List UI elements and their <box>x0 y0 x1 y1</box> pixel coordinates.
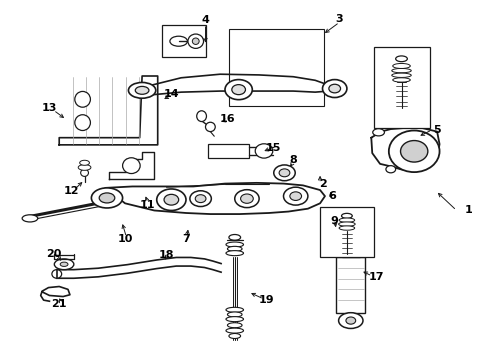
Polygon shape <box>59 76 158 145</box>
Bar <box>161 26 206 57</box>
Ellipse shape <box>400 140 427 162</box>
Bar <box>335 257 365 313</box>
Ellipse shape <box>322 80 346 98</box>
Polygon shape <box>370 127 439 171</box>
Ellipse shape <box>187 34 203 48</box>
Ellipse shape <box>231 85 245 95</box>
Text: 20: 20 <box>45 248 61 258</box>
Ellipse shape <box>54 259 74 270</box>
Text: 14: 14 <box>163 89 179 99</box>
Ellipse shape <box>345 317 355 324</box>
Text: 2: 2 <box>318 179 325 189</box>
Ellipse shape <box>169 36 187 46</box>
Ellipse shape <box>128 82 156 98</box>
Ellipse shape <box>205 122 215 132</box>
Ellipse shape <box>91 188 122 208</box>
Ellipse shape <box>228 333 240 338</box>
Ellipse shape <box>225 242 243 247</box>
Text: 18: 18 <box>159 250 174 260</box>
Text: 17: 17 <box>367 272 383 282</box>
Ellipse shape <box>338 313 362 328</box>
Ellipse shape <box>392 63 409 68</box>
Text: 21: 21 <box>51 299 67 309</box>
Polygon shape <box>105 183 325 214</box>
Ellipse shape <box>81 169 88 176</box>
Bar <box>373 47 429 128</box>
Ellipse shape <box>75 91 90 107</box>
Ellipse shape <box>388 131 439 172</box>
Ellipse shape <box>163 194 178 205</box>
Bar <box>320 207 373 257</box>
Text: 8: 8 <box>289 155 297 165</box>
Ellipse shape <box>52 270 61 278</box>
Ellipse shape <box>135 86 149 94</box>
Ellipse shape <box>385 166 395 173</box>
Text: 9: 9 <box>330 216 338 226</box>
Text: 13: 13 <box>41 103 57 113</box>
Ellipse shape <box>279 169 289 177</box>
Ellipse shape <box>75 115 90 131</box>
Ellipse shape <box>22 215 38 222</box>
Ellipse shape <box>240 194 253 203</box>
Ellipse shape <box>78 165 91 170</box>
Ellipse shape <box>122 158 140 174</box>
Ellipse shape <box>60 262 68 266</box>
Ellipse shape <box>395 56 407 62</box>
Ellipse shape <box>392 78 409 82</box>
Text: 19: 19 <box>258 295 274 305</box>
Bar <box>228 30 324 107</box>
Ellipse shape <box>391 73 410 77</box>
Ellipse shape <box>338 218 354 222</box>
Text: 12: 12 <box>63 186 79 196</box>
Ellipse shape <box>99 193 115 203</box>
Ellipse shape <box>341 213 351 219</box>
Ellipse shape <box>227 246 242 251</box>
Polygon shape <box>109 152 154 179</box>
Ellipse shape <box>195 195 205 203</box>
Ellipse shape <box>328 84 340 93</box>
Text: 10: 10 <box>117 234 132 244</box>
Ellipse shape <box>338 226 354 230</box>
Text: 11: 11 <box>139 200 154 210</box>
Ellipse shape <box>192 38 199 44</box>
Ellipse shape <box>189 191 211 207</box>
Ellipse shape <box>225 317 243 321</box>
Text: 5: 5 <box>432 125 440 135</box>
Ellipse shape <box>225 251 243 256</box>
Ellipse shape <box>234 190 259 208</box>
Ellipse shape <box>227 323 242 328</box>
Ellipse shape <box>228 234 240 240</box>
Text: 6: 6 <box>327 191 336 201</box>
Ellipse shape <box>273 165 295 181</box>
Bar <box>341 235 359 257</box>
Ellipse shape <box>391 68 410 73</box>
Ellipse shape <box>80 160 89 165</box>
Text: 15: 15 <box>265 143 281 153</box>
Text: 7: 7 <box>182 234 189 244</box>
Text: 3: 3 <box>335 14 343 24</box>
Ellipse shape <box>372 129 384 136</box>
Ellipse shape <box>289 192 301 201</box>
Ellipse shape <box>338 222 354 226</box>
Ellipse shape <box>255 144 272 158</box>
Ellipse shape <box>227 312 242 317</box>
Text: 16: 16 <box>219 114 235 124</box>
Text: 4: 4 <box>201 15 209 26</box>
Ellipse shape <box>283 187 307 205</box>
Ellipse shape <box>225 328 243 333</box>
Text: 1: 1 <box>464 206 472 216</box>
Ellipse shape <box>224 80 252 100</box>
Ellipse shape <box>196 111 206 122</box>
Ellipse shape <box>225 307 243 312</box>
Ellipse shape <box>157 189 185 211</box>
Bar <box>207 144 249 158</box>
